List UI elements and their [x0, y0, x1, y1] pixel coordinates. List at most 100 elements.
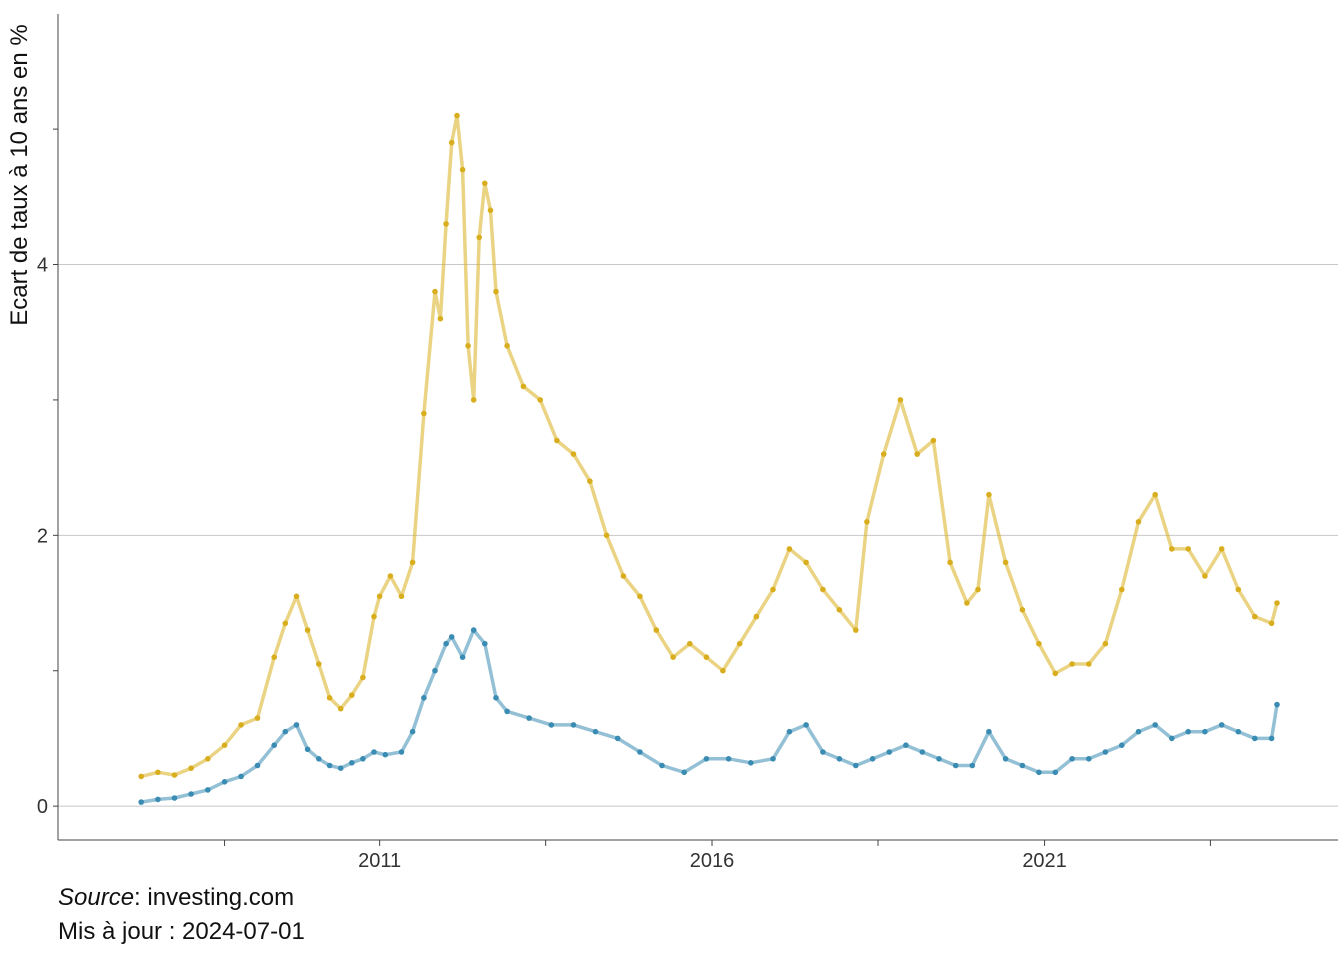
x-tick-label: 2011	[358, 850, 401, 872]
data-point	[409, 728, 416, 735]
data-point	[1202, 728, 1208, 735]
data-point	[1135, 728, 1142, 735]
data-point	[205, 756, 211, 762]
data-point	[986, 728, 992, 735]
data-point	[371, 749, 377, 755]
y-tick-label: 4	[37, 255, 48, 277]
data-point	[587, 478, 593, 485]
data-point	[371, 613, 377, 620]
data-point	[853, 762, 859, 769]
data-point	[138, 773, 144, 780]
data-point	[360, 674, 366, 681]
y-axis-title: Ecart de taux à 10 ans en %	[6, 24, 33, 326]
axes: 0 2 4 2011 2016 2021	[37, 14, 1338, 872]
data-point	[770, 586, 776, 593]
data-point	[603, 532, 610, 539]
data-point	[637, 749, 643, 755]
series-line	[140, 113, 1279, 779]
data-point	[459, 166, 466, 173]
data-point	[570, 451, 577, 457]
data-point	[1152, 491, 1158, 498]
y-tick-label: 0	[37, 796, 48, 818]
source-value: : investing.com	[134, 884, 295, 911]
data-point	[570, 722, 577, 728]
data-point	[171, 772, 178, 778]
data-point	[1169, 735, 1175, 742]
data-point	[1052, 670, 1059, 677]
data-point	[349, 760, 355, 766]
data-point	[620, 573, 627, 579]
data-point	[914, 451, 920, 457]
data-point	[254, 762, 261, 769]
data-point	[947, 559, 953, 566]
data-point	[1235, 728, 1242, 735]
data-point	[421, 695, 427, 701]
data-point	[1252, 735, 1258, 742]
data-point	[337, 705, 344, 712]
data-point	[520, 383, 527, 390]
data-point	[869, 756, 876, 762]
grid-lines	[58, 264, 1338, 807]
data-point	[1002, 756, 1009, 762]
data-point	[443, 640, 449, 647]
data-point	[304, 627, 311, 633]
data-point	[952, 762, 959, 769]
data-point	[1119, 586, 1125, 593]
data-point	[304, 746, 311, 753]
data-point	[337, 765, 344, 771]
data-point	[238, 773, 244, 780]
data-point	[282, 620, 289, 627]
data-point	[1102, 749, 1109, 755]
data-point	[493, 695, 499, 701]
data-point	[387, 573, 394, 579]
data-point	[282, 728, 289, 735]
data-point	[155, 796, 161, 803]
data-point	[1069, 661, 1075, 667]
data-point	[614, 735, 621, 742]
data-point	[432, 667, 438, 674]
data-point	[936, 756, 942, 762]
data-point	[880, 451, 887, 457]
data-point	[554, 437, 560, 444]
data-point	[703, 756, 710, 762]
data-point	[703, 654, 710, 660]
data-point	[930, 437, 937, 444]
data-point	[448, 634, 455, 640]
updated-caption: Mis à jour : 2024-07-01	[58, 918, 305, 945]
data-point	[238, 722, 244, 728]
data-point	[548, 722, 555, 728]
data-point	[271, 742, 278, 748]
data-point	[188, 765, 194, 771]
data-point	[526, 715, 532, 721]
data-point	[1019, 762, 1026, 769]
data-point	[504, 343, 510, 349]
data-point	[293, 722, 300, 728]
data-point	[803, 722, 809, 728]
data-point	[725, 756, 732, 762]
data-point	[770, 756, 776, 762]
data-point	[964, 600, 970, 606]
data-point	[155, 769, 161, 776]
data-point	[903, 742, 909, 748]
x-tick-label: 2021	[1022, 850, 1067, 872]
data-point	[376, 593, 383, 600]
data-point	[753, 613, 760, 620]
data-point	[748, 760, 754, 766]
data-point	[969, 762, 976, 769]
data-point	[836, 607, 843, 613]
data-point	[1185, 546, 1191, 552]
data-point	[1235, 586, 1242, 593]
data-point	[1268, 735, 1275, 742]
data-point	[853, 627, 859, 633]
data-point	[470, 397, 477, 403]
data-point	[1202, 573, 1208, 579]
data-point	[398, 749, 405, 755]
data-point	[986, 491, 992, 498]
data-point	[221, 779, 228, 785]
data-point	[443, 221, 449, 227]
data-point	[459, 654, 466, 660]
data-point	[482, 180, 488, 187]
data-point	[493, 288, 499, 295]
data-point	[720, 667, 726, 674]
